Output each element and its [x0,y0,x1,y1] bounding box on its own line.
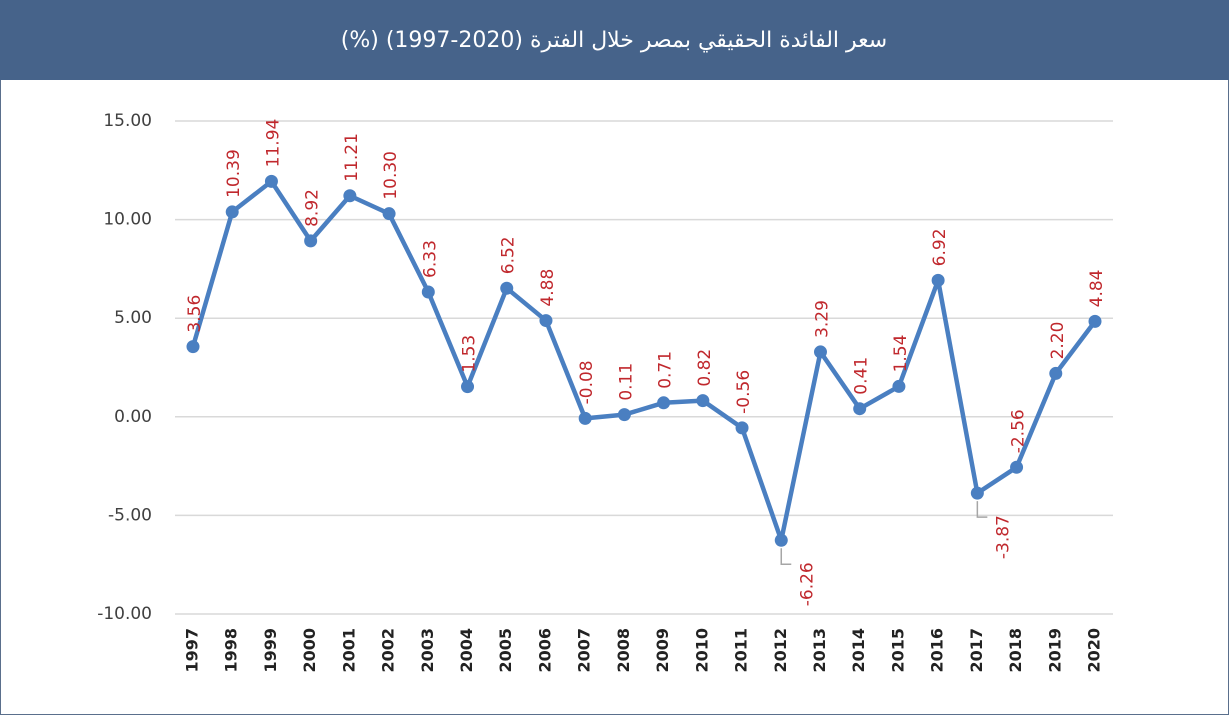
x-tick-label: 2005 [496,628,515,673]
data-label: 6.52 [499,236,519,274]
point [657,396,671,410]
x-tick-label: 2014 [849,628,868,673]
x-tick-label: 2001 [339,628,358,673]
data-label: 0.71 [656,351,676,389]
data-label: -6.26 [797,562,817,606]
point [735,421,749,435]
x-tick-label: 2003 [418,628,437,673]
data-label: -2.56 [1009,409,1029,453]
point [578,411,592,425]
data-label: 3.29 [812,300,832,338]
data-label: 11.94 [263,119,283,168]
data-label: 0.41 [852,357,872,395]
x-tick-label: 1999 [261,628,280,673]
point [1088,314,1102,328]
point [617,408,631,422]
x-tick-label: 2013 [810,628,829,673]
point [304,234,318,248]
point [343,189,357,203]
point [461,380,475,394]
data-label: 1.54 [891,335,911,373]
chart-title: سعر الفائدة الحقيقي بمصر خلال الفترة (20… [341,28,887,53]
data-label: 0.82 [695,349,715,387]
leader-line [780,548,792,565]
data-label: 2.20 [1048,322,1068,360]
x-tick-label: 2019 [1045,628,1064,673]
x-tick-label: 2010 [692,628,711,673]
point [813,345,827,359]
data-label: -3.87 [993,515,1013,559]
data-label: 4.84 [1087,269,1107,307]
data-label: 8.92 [303,189,323,227]
point [539,314,553,328]
data-label: 6.92 [930,228,950,266]
y-tick-label: -10.00 [97,604,152,624]
y-tick-label: 10.00 [103,210,152,230]
data-label: -0.08 [577,360,597,404]
point [225,205,239,219]
x-tick-label: 2020 [1085,628,1104,673]
y-tick-label: 15.00 [103,111,152,131]
x-tick-label: 2012 [771,628,790,673]
x-tick-label: 2018 [1006,628,1025,673]
data-label: 3.56 [185,295,205,333]
data-label: -0.56 [734,370,754,414]
leader-line [976,501,988,518]
point [421,285,435,299]
point [774,533,788,547]
x-tick-label: 2008 [614,628,633,673]
y-tick-label: 0.00 [114,407,152,427]
x-tick-label: 2000 [300,628,319,673]
x-tick-label: 2006 [535,628,554,673]
data-label: 4.88 [538,269,558,307]
x-tick-label: 1997 [183,628,202,673]
point [1010,460,1024,474]
point [186,340,200,354]
data-label: 10.30 [381,151,401,200]
x-tick-label: 2017 [967,628,986,673]
x-tick-label: 2015 [888,628,907,673]
x-tick-label: 2009 [653,628,672,673]
point [853,402,867,416]
y-tick-label: 5.00 [114,308,152,328]
data-label: 1.53 [460,335,480,373]
y-tick-label: -5.00 [108,505,152,525]
x-tick-label: 1998 [222,628,241,673]
x-tick-label: 2007 [575,628,594,673]
title-banner [0,0,1229,80]
point [970,486,984,500]
point [931,273,945,287]
data-label: 11.21 [342,133,362,182]
x-tick-label: 2011 [732,628,751,673]
point [500,281,514,295]
series-line [190,179,1097,543]
point [382,207,396,221]
point [696,394,710,408]
x-tick-label: 2002 [379,628,398,673]
point [892,379,906,393]
data-label: 10.39 [224,149,244,198]
data-label: 0.11 [616,363,636,401]
x-tick-label: 2016 [928,628,947,673]
point [1049,366,1063,380]
x-tick-label: 2004 [457,628,476,673]
point [264,174,278,188]
data-label: 6.33 [420,240,440,278]
